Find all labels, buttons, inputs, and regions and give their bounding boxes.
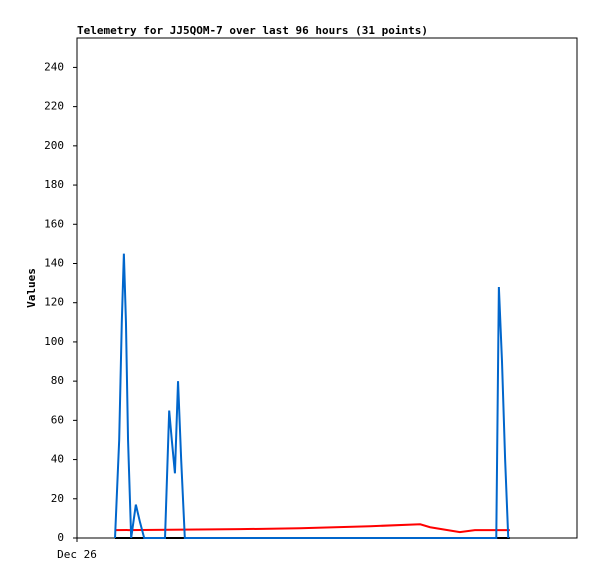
y-tick-label: 80 <box>51 374 64 387</box>
series-line <box>115 523 510 534</box>
y-tick-label: 20 <box>51 492 64 505</box>
x-tick-label: Dec 26 <box>57 548 97 561</box>
y-tick-label: 180 <box>44 178 64 191</box>
y-tick-label: 120 <box>44 296 64 309</box>
y-tick-label: 240 <box>44 60 64 73</box>
y-tick-label: 220 <box>44 100 64 113</box>
y-axis-label: Values <box>25 268 38 308</box>
y-tick-label: 200 <box>44 139 64 152</box>
plot-frame <box>76 37 578 539</box>
y-tick-label: 60 <box>51 413 64 426</box>
y-tick-label: 140 <box>44 256 64 269</box>
series-line <box>114 253 510 539</box>
y-tick-label: 40 <box>51 453 64 466</box>
chart-title: Telemetry for JJ5QOM-7 over last 96 hour… <box>77 24 428 37</box>
y-tick-label: 100 <box>44 335 64 348</box>
y-tick-label: 160 <box>44 217 64 230</box>
y-tick-label: 0 <box>57 531 64 544</box>
